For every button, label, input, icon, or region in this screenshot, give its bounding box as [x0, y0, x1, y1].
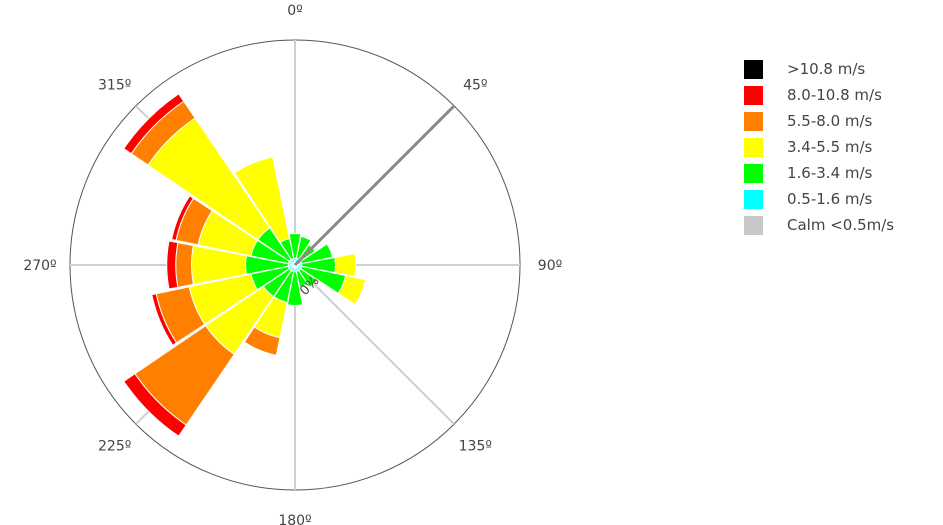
legend-item[interactable]: 3.4-5.5 m/s [744, 134, 939, 160]
legend: >10.8 m/s 8.0-10.8 m/s 5.5-8.0 m/s 3.4-5.5 … [744, 56, 939, 238]
legend-label: 5.5-8.0 m/s [787, 112, 873, 130]
direction-label: 90º [538, 258, 562, 274]
rose-bar-segment[interactable] [288, 233, 302, 259]
direction-label: 225º [98, 438, 131, 454]
rose-bar-segment[interactable] [171, 195, 195, 241]
legend-item[interactable]: >10.8 m/s [744, 56, 939, 82]
legend-item[interactable]: 5.5-8.0 m/s [744, 108, 939, 134]
legend-label: 0.5-1.6 m/s [787, 190, 873, 208]
legend-label: Calm <0.5m/s [787, 216, 895, 234]
direction-label: 180º [278, 513, 311, 525]
direction-labels: 0º 45º 90º 135º 180º 225º 270º 315º [23, 3, 562, 525]
legend-swatch [744, 163, 763, 183]
direction-label: 0º [287, 3, 303, 19]
rose-bar-segment[interactable] [175, 242, 194, 288]
rose-bar-segment[interactable] [299, 243, 334, 265]
rose-bar-segment[interactable] [295, 235, 312, 261]
wind-rose-bars [123, 93, 456, 437]
direction-label: 45º [463, 78, 487, 94]
legend-item[interactable]: Calm <0.5m/s [744, 212, 939, 238]
direction-label: 270º [23, 258, 56, 274]
legend-label: 3.4-5.5 m/s [787, 138, 873, 156]
rose-bar-segment[interactable] [337, 274, 367, 306]
rose-bar-segment[interactable] [334, 253, 357, 277]
rose-bar-segment[interactable] [298, 268, 319, 289]
legend-item[interactable]: 8.0-10.8 m/s [744, 82, 939, 108]
legend-swatch [744, 137, 763, 157]
legend-item[interactable]: 1.6-3.4 m/s [744, 160, 939, 186]
rose-bar-segment[interactable] [286, 271, 304, 306]
legend-swatch [744, 59, 763, 79]
legend-label: >10.8 m/s [787, 60, 866, 78]
spoke-line [294, 264, 455, 425]
legend-swatch [744, 215, 763, 235]
legend-label: 8.0-10.8 m/s [787, 86, 882, 104]
rose-bar-segment[interactable] [123, 93, 185, 155]
legend-item[interactable]: 0.5-1.6 m/s [744, 186, 939, 212]
legend-label: 1.6-3.4 m/s [787, 164, 873, 182]
legend-swatch [744, 189, 763, 209]
direction-label: 135º [459, 438, 492, 454]
rose-bar-segment[interactable] [233, 156, 291, 244]
highlight-spoke [293, 104, 456, 267]
rose-bar-segment[interactable] [123, 373, 187, 437]
legend-swatch [744, 111, 763, 131]
rose-bar-segment[interactable] [151, 293, 178, 346]
rose-bar-segment[interactable] [166, 240, 179, 290]
direction-label: 315º [98, 78, 131, 94]
rose-bar-segment[interactable] [243, 326, 281, 356]
legend-swatch [744, 85, 763, 105]
